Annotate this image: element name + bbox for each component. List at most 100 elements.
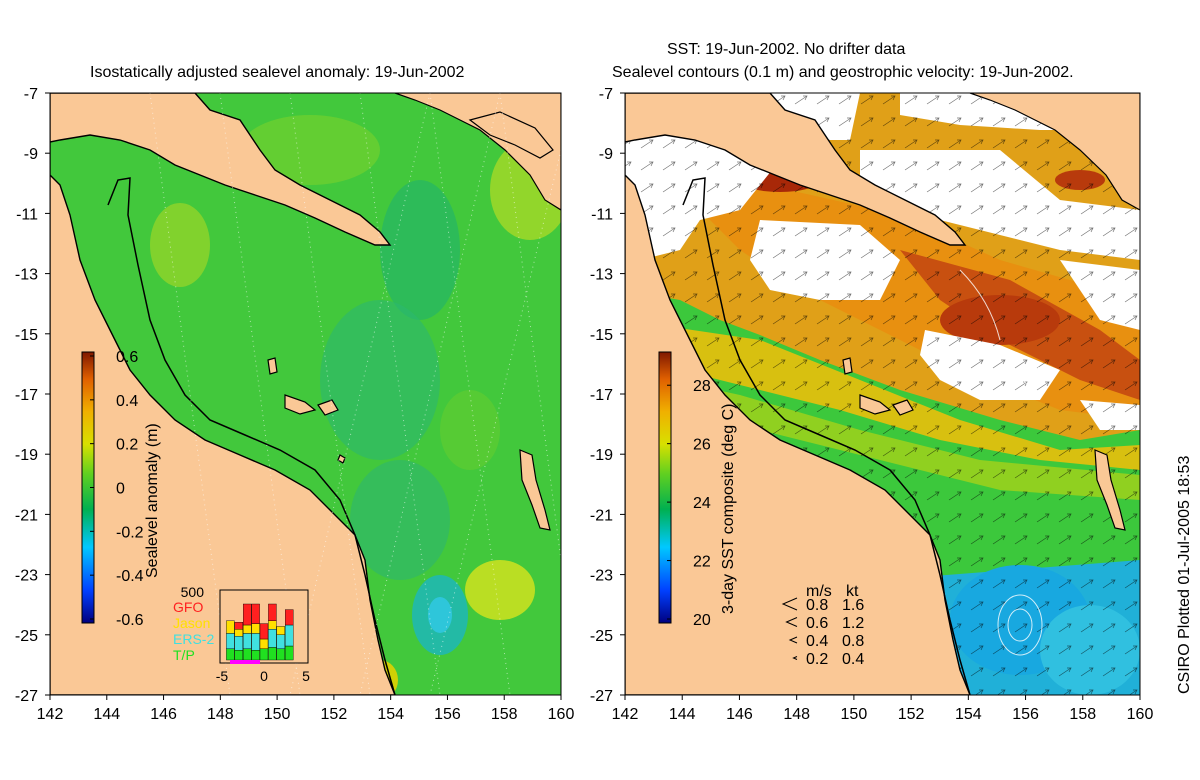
left-y-tick-label: -27 bbox=[15, 688, 38, 705]
inset-bar-ers bbox=[276, 634, 285, 649]
left-map-papua-land bbox=[50, 93, 392, 246]
inset-scale-label: 500 bbox=[181, 584, 205, 600]
right-x-tick-label: 160 bbox=[1127, 706, 1154, 723]
left-x-tick-label: 150 bbox=[264, 706, 291, 723]
inset-bars bbox=[226, 603, 294, 661]
right-y-tick-label: -17 bbox=[590, 387, 613, 404]
right-x-tick-label: 150 bbox=[841, 706, 868, 723]
inset-x-ticks: -5 0 5 bbox=[216, 668, 310, 684]
right-x-tick-label: 146 bbox=[726, 706, 753, 723]
right-colorbar-tick-label: 22 bbox=[693, 554, 711, 571]
left-map bbox=[50, 93, 561, 695]
inset-bar-gfo bbox=[251, 603, 260, 624]
left-colorbar-tick-label: 0.2 bbox=[116, 437, 138, 454]
left-map-islands-ne bbox=[468, 111, 554, 159]
inset-bar-ers bbox=[285, 624, 294, 647]
left-y-tick-label: -11 bbox=[16, 206, 38, 223]
left-map-satellite-tracks bbox=[149, 93, 561, 695]
right-map-sealevel-contours bbox=[959, 269, 1043, 656]
inset-bar-jason bbox=[251, 623, 260, 634]
right-colorbar-tick-label: 24 bbox=[693, 495, 711, 512]
right-y-tick-label: -13 bbox=[590, 267, 613, 284]
left-y-tick-label: -23 bbox=[15, 568, 38, 585]
velocity-legend: m/s kt 0.8 1.60.6 1.20.4 0.80.2 0.4 bbox=[781, 583, 864, 668]
inset-bar-tp bbox=[226, 648, 235, 661]
right-colorbar-ticks: 28 26 24 22 20 bbox=[667, 378, 711, 629]
left-x-tick-label: 160 bbox=[548, 706, 575, 723]
inset-bar-ers bbox=[234, 636, 244, 651]
left-x-tick-label: 158 bbox=[491, 706, 518, 723]
inset-bar-ers bbox=[251, 633, 260, 651]
left-y-tick-label: -9 bbox=[24, 146, 38, 163]
right-map-papua-land bbox=[625, 93, 967, 246]
inset-bar-gfo bbox=[242, 603, 252, 626]
left-y-tick-label: -19 bbox=[15, 447, 38, 464]
left-x-tick-label: 146 bbox=[150, 706, 177, 723]
right-map-shelf-contour bbox=[682, 177, 971, 695]
inset-bar-gfo bbox=[234, 622, 244, 630]
velocity-legend-rows: 0.8 1.60.6 1.20.4 0.80.2 0.4 bbox=[781, 597, 864, 668]
left-colorbar-tick-label: 0.4 bbox=[116, 393, 138, 410]
right-y-tick-label: -9 bbox=[599, 146, 613, 163]
left-colorbar-tick-label: -0.6 bbox=[116, 612, 144, 629]
left-map-anomaly-field bbox=[100, 115, 561, 695]
right-colorbar-tick-label: 20 bbox=[693, 612, 711, 629]
left-colorbar-tick-label: -0.2 bbox=[116, 524, 144, 541]
right-y-tick-label: -23 bbox=[590, 568, 613, 585]
inset-bar-jason bbox=[226, 620, 235, 634]
left-y-tick-label: -25 bbox=[15, 628, 38, 645]
inset-bar-tp bbox=[251, 650, 260, 661]
inset-bar-gfo bbox=[259, 623, 269, 640]
velocity-legend-arrow bbox=[788, 636, 798, 644]
left-map-title: Isostatically adjusted sealevel anomaly:… bbox=[90, 64, 465, 81]
inset-bar-tp bbox=[276, 648, 285, 661]
inset-legend-t/p: T/P bbox=[173, 647, 195, 663]
inset-bar-jason bbox=[276, 626, 285, 636]
left-map-australia-land bbox=[50, 93, 396, 695]
inset-x-tick-label: -5 bbox=[216, 668, 229, 684]
left-map-reefs bbox=[267, 357, 551, 531]
right-map-title-line2: Sealevel contours (0.1 m) and geostrophi… bbox=[612, 64, 1074, 81]
inset-bar-gfo bbox=[268, 603, 277, 621]
right-y-tick-label: -15 bbox=[590, 327, 613, 344]
inset-bar-tp bbox=[259, 648, 269, 661]
inset-bar-tp bbox=[242, 648, 252, 661]
velocity-legend-kt: 0.4 bbox=[842, 651, 864, 668]
left-y-tick-label: -15 bbox=[15, 327, 38, 344]
velocity-legend-arrow bbox=[792, 656, 798, 660]
inset-bar-ers bbox=[268, 629, 277, 648]
left-colorbar-tick-label: 0 bbox=[116, 481, 125, 498]
left-x-tick-label: 142 bbox=[37, 706, 64, 723]
right-y-tick-label: -7 bbox=[599, 86, 613, 103]
right-map-islands-north bbox=[969, 93, 1140, 211]
right-x-tick-label: 154 bbox=[955, 706, 982, 723]
axis-ticks: 142 144 146 148 150 152 154 156 158 160 -7 -9 -11 -13… bbox=[15, 86, 1154, 723]
right-x-tick-label: 142 bbox=[612, 706, 639, 723]
velocity-legend-ms: 0.2 bbox=[806, 651, 828, 668]
right-y-tick-label: -19 bbox=[590, 447, 613, 464]
right-colorbar-tick-label: 28 bbox=[693, 378, 711, 395]
left-colorbar: 0.6 0.4 0.2 0 -0.2 -0.4 -0.6 Sealevel anomaly … bbox=[81, 349, 161, 629]
right-y-tick-label: -11 bbox=[591, 206, 613, 223]
right-x-tick-label: 148 bbox=[783, 706, 810, 723]
velocity-legend-ms: 0.8 bbox=[806, 597, 828, 614]
inset-bar-ers bbox=[242, 633, 252, 650]
left-colorbar-tick-label: 0.6 bbox=[116, 349, 138, 366]
inset-bar-jason bbox=[242, 624, 252, 634]
right-y-tick-label: -27 bbox=[590, 688, 613, 705]
velocity-legend-arrow bbox=[785, 617, 798, 627]
inset-bar-tp bbox=[268, 647, 277, 661]
velocity-legend-arrow bbox=[781, 597, 798, 611]
left-x-tick-label: 148 bbox=[207, 706, 234, 723]
left-colorbar-ticks: 0.6 0.4 0.2 0 -0.2 -0.4 -0.6 bbox=[90, 349, 144, 629]
right-y-tick-label: -21 bbox=[590, 507, 613, 524]
right-colorbar-tick-label: 26 bbox=[693, 437, 711, 454]
left-x-tick-label: 144 bbox=[93, 706, 120, 723]
right-map-australia-land bbox=[625, 93, 971, 695]
inset-bar-tp bbox=[285, 645, 294, 661]
left-x-tick-label: 152 bbox=[321, 706, 348, 723]
velocity-legend-kt: 0.8 bbox=[842, 633, 864, 650]
velocity-legend-kt-header: kt bbox=[846, 583, 859, 600]
